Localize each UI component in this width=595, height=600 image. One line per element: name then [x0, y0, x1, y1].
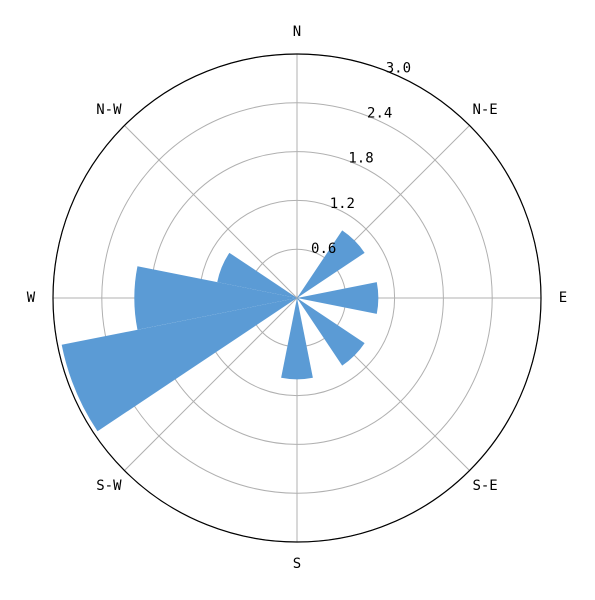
spine — [52, 53, 542, 543]
r-tick-label: 3.0 — [386, 61, 411, 77]
r-tick-label: 1.2 — [330, 196, 355, 212]
bar — [217, 252, 297, 298]
direction-label: S-E — [472, 478, 497, 494]
bar — [134, 266, 297, 330]
bar — [297, 230, 365, 298]
r-tick-label: 1.8 — [348, 151, 373, 167]
bar — [297, 298, 365, 366]
direction-label: N-E — [472, 102, 497, 118]
r-tick-label: 2.4 — [367, 106, 392, 122]
direction-label: S — [293, 556, 301, 572]
bar — [281, 298, 313, 380]
spoke — [124, 125, 298, 299]
direction-label: W — [27, 290, 36, 306]
direction-label: E — [559, 290, 567, 306]
bar — [297, 282, 379, 314]
direction-label: S-W — [96, 478, 122, 494]
direction-label: N — [293, 24, 301, 40]
direction-label: N-W — [96, 102, 122, 118]
spoke — [124, 297, 298, 471]
bar — [61, 298, 298, 432]
r-tick-label: 0.6 — [311, 241, 336, 257]
